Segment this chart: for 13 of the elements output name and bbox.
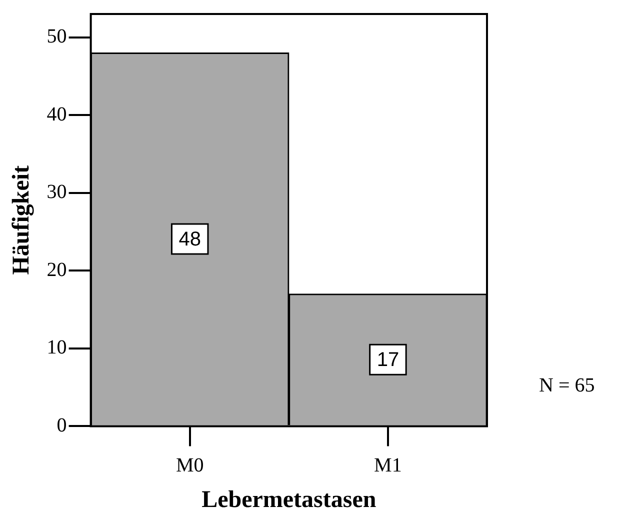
y-tick-label: 30 xyxy=(46,181,67,204)
x-axis-title: Lebermetastasen xyxy=(202,486,376,513)
text: N = 65 xyxy=(539,374,595,396)
x-tick-label: M0 xyxy=(176,454,204,476)
y-tick-label: 10 xyxy=(46,336,67,359)
y-tick-label: 50 xyxy=(46,26,67,48)
x-tick-label: M1 xyxy=(374,454,402,476)
data-label: 48 xyxy=(178,228,201,251)
y-tick-label: 20 xyxy=(46,258,67,281)
y-tick-label: 40 xyxy=(46,103,67,126)
y-axis-title: Häufigkeit xyxy=(8,165,35,275)
y-tick-label: 0 xyxy=(56,414,67,436)
data-label: 17 xyxy=(376,349,400,372)
